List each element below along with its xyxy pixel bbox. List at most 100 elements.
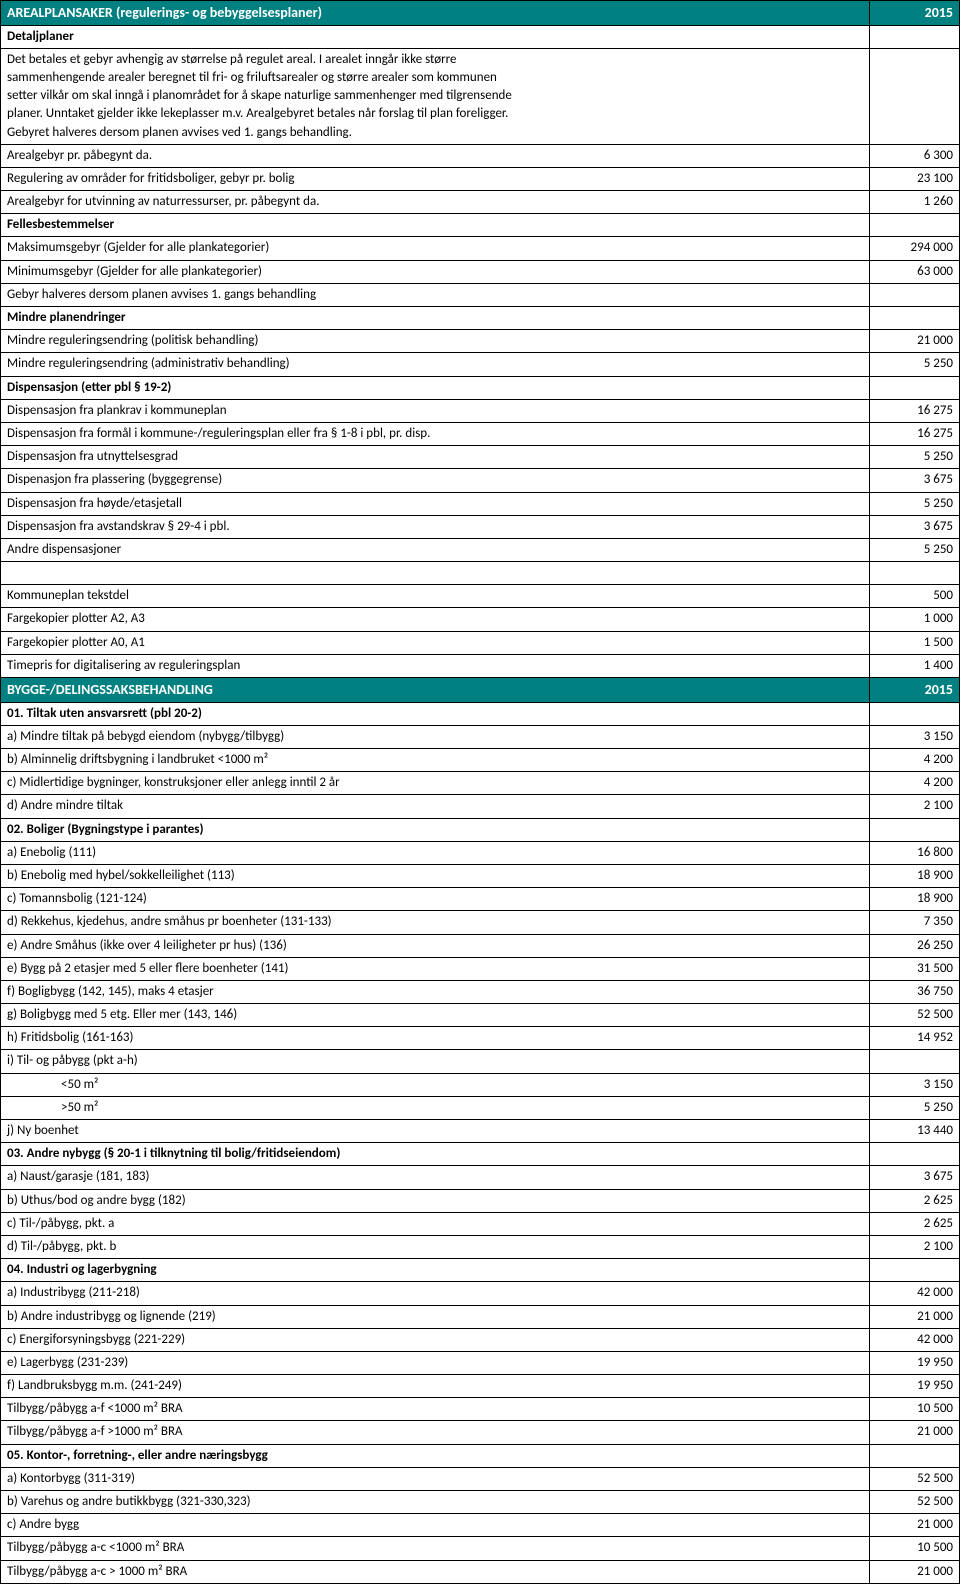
table-row: Mindre reguleringsendring (politisk beha… — [1, 330, 960, 353]
row-value: 21 000 — [870, 1305, 960, 1328]
row-value: 2 625 — [870, 1189, 960, 1212]
row-value: 2 100 — [870, 1235, 960, 1258]
table-row: Minimumsgebyr (Gjelder for alle plankate… — [1, 260, 960, 283]
row-label: f) Bogligbygg (142, 145), maks 4 etasjer — [1, 980, 870, 1003]
row-label: Fargekopier plotter A0, A1 — [1, 631, 870, 654]
row-label: <50 m² — [1, 1073, 870, 1096]
row-value: 16 275 — [870, 399, 960, 422]
table-row: c) Energiforsyningsbygg (221-229)42 000 — [1, 1328, 960, 1351]
table-row: Tilbygg/påbygg a-f >1000 m² BRA21 000 — [1, 1421, 960, 1444]
row-value: 500 — [870, 585, 960, 608]
row-value: 1 000 — [870, 608, 960, 631]
table-row: c) Midlertidige bygninger, konstruksjone… — [1, 772, 960, 795]
table-row: Dispensasjon fra formål i kommune-/regul… — [1, 422, 960, 445]
row-value: 42 000 — [870, 1328, 960, 1351]
felles-title: Fellesbestemmelser — [1, 214, 870, 237]
empty-cell — [870, 376, 960, 399]
empty-cell — [870, 1444, 960, 1467]
section1-header: AREALPLANSAKER (regulerings- og bebyggel… — [1, 1, 960, 26]
row-label: Mindre reguleringsendring (politisk beha… — [1, 330, 870, 353]
row-value: 63 000 — [870, 260, 960, 283]
row-label: f) Landbruksbygg m.m. (241-249) — [1, 1375, 870, 1398]
row-label: b) Alminnelig driftsbygning i landbruket… — [1, 749, 870, 772]
table-row: c) Andre bygg21 000 — [1, 1514, 960, 1537]
row-label: b) Varehus og andre butikkbygg (321-330,… — [1, 1491, 870, 1514]
table-row: Dispensasjon fra avstandskrav § 29-4 i p… — [1, 515, 960, 538]
empty-cell — [870, 25, 960, 48]
table-row: Dispensasjon fra utnyttelsesgrad5 250 — [1, 446, 960, 469]
table-row: Andre dispensasjoner5 250 — [1, 538, 960, 561]
row-label: e) Bygg på 2 etasjer med 5 eller flere b… — [1, 957, 870, 980]
section1-sub: Detaljplaner — [1, 25, 960, 48]
row-value: 21 000 — [870, 1421, 960, 1444]
empty-cell — [870, 702, 960, 725]
table-row: i) Til- og påbygg (pkt a-h) — [1, 1050, 960, 1073]
row-label: d) Til-/påbygg, pkt. b — [1, 1235, 870, 1258]
row-label: Dispensasjon fra utnyttelsesgrad — [1, 446, 870, 469]
row-value: 5 250 — [870, 353, 960, 376]
group-title: 05. Kontor-, forretning-, eller andre næ… — [1, 1444, 870, 1467]
desc-line: setter vilkår om skal inngå i planområde… — [7, 87, 863, 105]
table-row: Timepris for digitalisering av regulerin… — [1, 654, 960, 677]
table-row: Arealgebyr pr. påbegynt da.6 300 — [1, 144, 960, 167]
row-label: Dispenasjon fra plassering (byggegrense) — [1, 469, 870, 492]
mindre-header: Mindre planendringer — [1, 307, 960, 330]
table-row: Regulering av områder for fritidsboliger… — [1, 167, 960, 190]
fee-table: AREALPLANSAKER (regulerings- og bebyggel… — [0, 0, 960, 1584]
table-row: Tilbygg/påbygg a-c > 1000 m² BRA21 000 — [1, 1560, 960, 1583]
table-row: g) Boligbygg med 5 etg. Eller mer (143, … — [1, 1004, 960, 1027]
row-value: 13 440 — [870, 1120, 960, 1143]
row-value: 42 000 — [870, 1282, 960, 1305]
row-value: 5 250 — [870, 492, 960, 515]
row-value: 19 950 — [870, 1351, 960, 1374]
table-row: b) Uthus/bod og andre bygg (182)2 625 — [1, 1189, 960, 1212]
row-label: Dispensasjon fra formål i kommune-/regul… — [1, 422, 870, 445]
felles-header: Fellesbestemmelser — [1, 214, 960, 237]
row-label: Timepris for digitalisering av regulerin… — [1, 654, 870, 677]
row-value: 26 250 — [870, 934, 960, 957]
section1-desc: Det betales et gebyr avhengig av størrel… — [1, 48, 870, 144]
row-label: a) Naust/garasje (181, 183) — [1, 1166, 870, 1189]
row-value: 31 500 — [870, 957, 960, 980]
row-label: Mindre reguleringsendring (administrativ… — [1, 353, 870, 376]
row-label: Arealgebyr pr. påbegynt da. — [1, 144, 870, 167]
blank-row — [1, 562, 960, 585]
table-row: Gebyr halveres dersom planen avvises 1. … — [1, 283, 960, 306]
disp-header: Dispensasjon (etter pbl § 19-2) — [1, 376, 960, 399]
empty-cell — [870, 562, 960, 585]
row-label: >50 m² — [1, 1096, 870, 1119]
table-row: Mindre reguleringsendring (administrativ… — [1, 353, 960, 376]
table-row: b) Andre industribygg og lignende (219)2… — [1, 1305, 960, 1328]
disp-title: Dispensasjon (etter pbl § 19-2) — [1, 376, 870, 399]
table-row: b) Enebolig med hybel/sokkelleilighet (1… — [1, 864, 960, 887]
empty-cell — [1, 562, 870, 585]
row-label: c) Tomannsbolig (121-124) — [1, 888, 870, 911]
row-label: i) Til- og påbygg (pkt a-h) — [1, 1050, 870, 1073]
row-value: 52 500 — [870, 1004, 960, 1027]
row-label: e) Lagerbygg (231-239) — [1, 1351, 870, 1374]
row-label: Dispensasjon fra høyde/etasjetall — [1, 492, 870, 515]
group-title: 04. Industri og lagerbygning — [1, 1259, 870, 1282]
table-row: d) Til-/påbygg, pkt. b2 100 — [1, 1235, 960, 1258]
row-label: c) Andre bygg — [1, 1514, 870, 1537]
section1-sub-label: Detaljplaner — [1, 25, 870, 48]
row-label: Dispensasjon fra plankrav i kommuneplan — [1, 399, 870, 422]
row-value: 1 400 — [870, 654, 960, 677]
row-label: Tilbygg/påbygg a-c <1000 m² BRA — [1, 1537, 870, 1560]
table-row: Tilbygg/påbygg a-f <1000 m² BRA10 500 — [1, 1398, 960, 1421]
table-row: c) Tomannsbolig (121-124)18 900 — [1, 888, 960, 911]
row-label: e) Andre Småhus (ikke over 4 leiligheter… — [1, 934, 870, 957]
row-value: 10 500 — [870, 1398, 960, 1421]
table-row: Kommuneplan tekstdel500 — [1, 585, 960, 608]
table-row: b) Alminnelig driftsbygning i landbruket… — [1, 749, 960, 772]
row-value: 3 150 — [870, 725, 960, 748]
table-row: a) Mindre tiltak på bebygd eiendom (nyby… — [1, 725, 960, 748]
row-label: Kommuneplan tekstdel — [1, 585, 870, 608]
row-value: 52 500 — [870, 1467, 960, 1490]
row-value: 3 150 — [870, 1073, 960, 1096]
row-value: 4 200 — [870, 749, 960, 772]
row-value: 2 625 — [870, 1212, 960, 1235]
row-value: 21 000 — [870, 330, 960, 353]
table-row: d) Rekkehus, kjedehus, andre småhus pr b… — [1, 911, 960, 934]
row-label: a) Kontorbygg (311-319) — [1, 1467, 870, 1490]
